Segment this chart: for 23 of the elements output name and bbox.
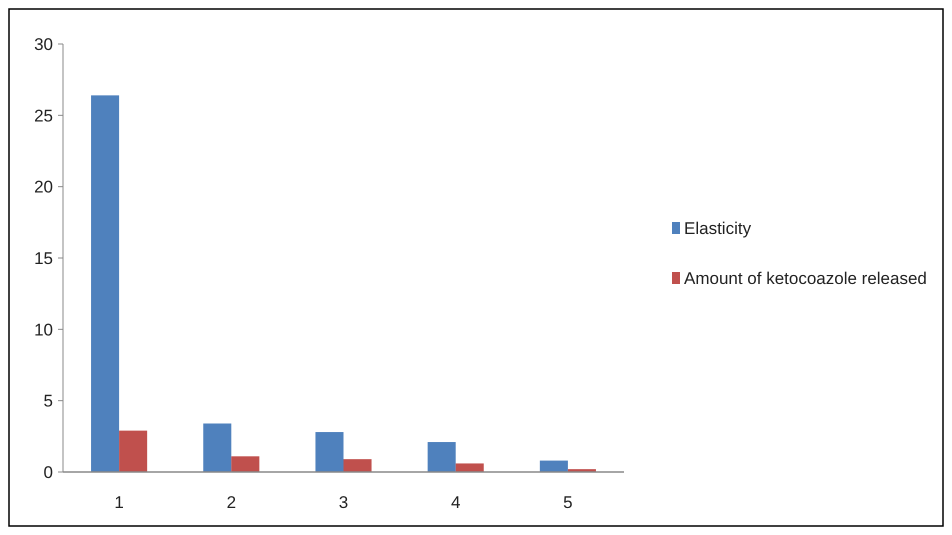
bar — [456, 463, 484, 472]
bar — [315, 432, 344, 472]
y-tick-label: 5 — [44, 392, 53, 411]
bar — [203, 423, 232, 472]
bar — [231, 456, 260, 472]
legend-label: Elasticity — [684, 218, 752, 238]
x-tick-label: 3 — [338, 493, 348, 512]
x-tick-label: 5 — [563, 493, 573, 512]
bar — [428, 442, 456, 472]
x-tick-label: 1 — [114, 493, 124, 512]
y-tick-label: 25 — [34, 106, 53, 126]
x-tick-label: 2 — [226, 493, 236, 512]
y-tick-label: 20 — [34, 178, 53, 197]
y-tick-label: 0 — [44, 462, 53, 482]
bar — [91, 95, 120, 472]
legend-label: Amount of ketocoazole released — [684, 268, 927, 288]
bar — [119, 430, 148, 472]
y-tick-label: 10 — [34, 320, 53, 340]
x-tick-label: 4 — [450, 493, 460, 512]
y-tick-label: 15 — [34, 248, 53, 268]
y-tick-label: 30 — [34, 34, 53, 54]
bar — [540, 460, 568, 472]
bar — [344, 459, 372, 472]
